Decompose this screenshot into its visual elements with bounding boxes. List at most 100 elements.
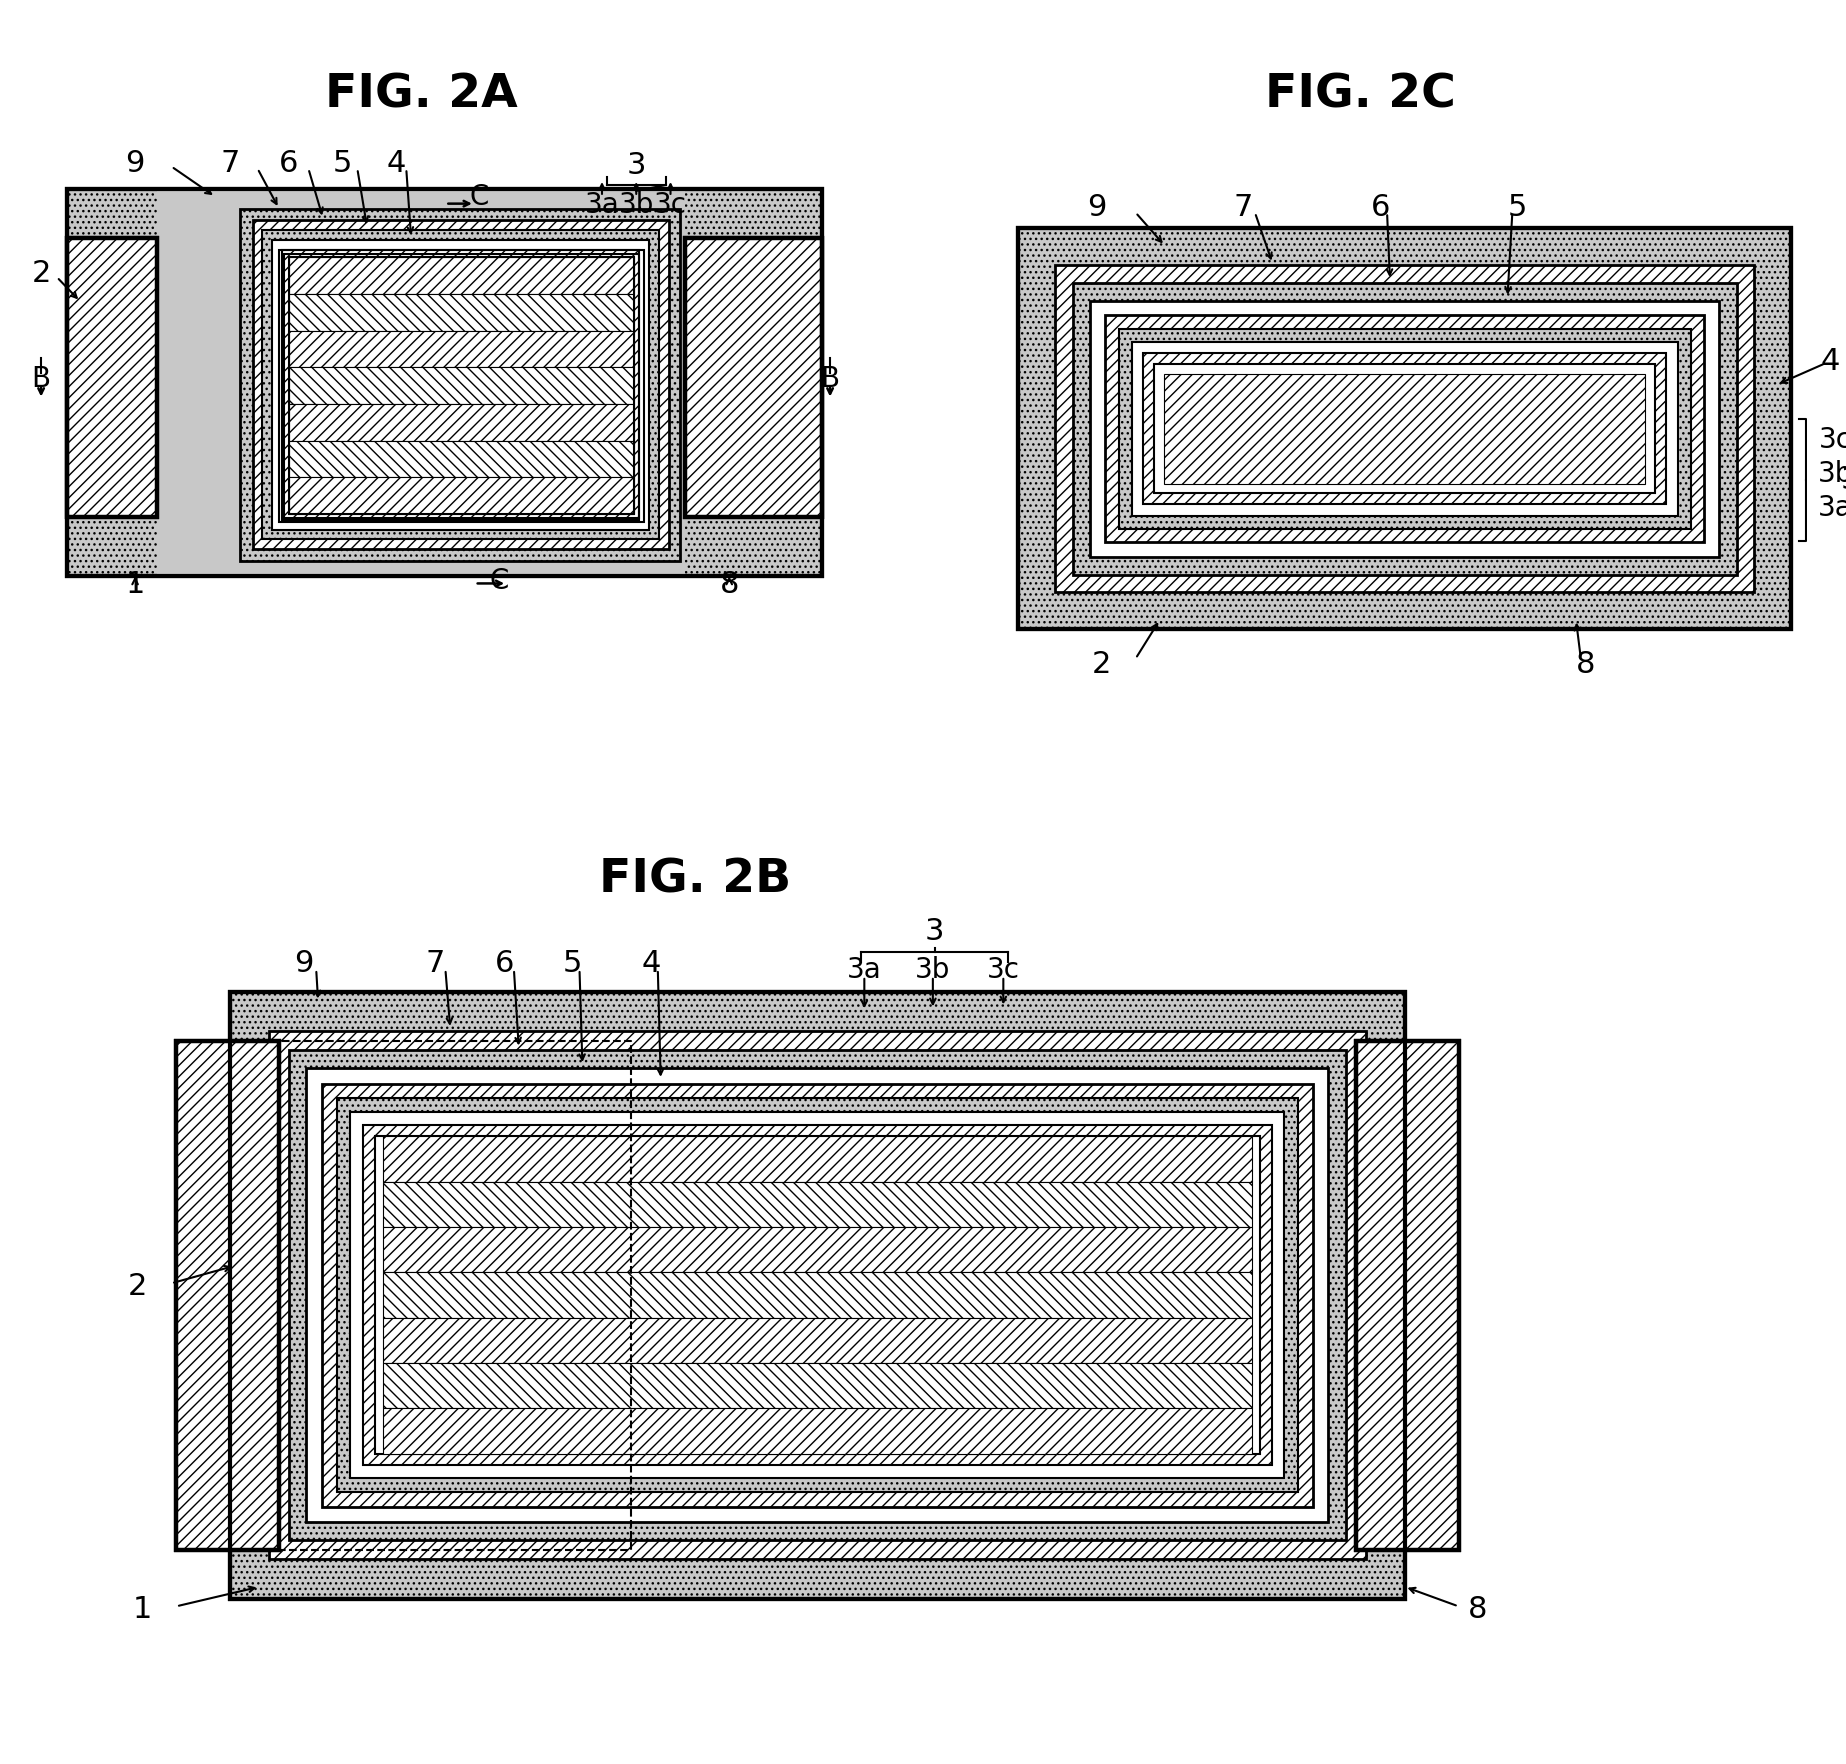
Bar [288, 295, 635, 332]
Text: 3c: 3c [988, 956, 1019, 984]
Bar [1355, 1041, 1458, 1551]
Bar [1355, 1041, 1458, 1551]
Text: 8: 8 [720, 570, 738, 598]
Text: 5: 5 [563, 949, 581, 977]
Bar [1143, 355, 1667, 505]
Text: 3c: 3c [1818, 425, 1846, 453]
Bar [382, 1228, 1252, 1272]
Text: 6: 6 [279, 148, 299, 178]
Text: 3b: 3b [916, 956, 951, 984]
Text: 5: 5 [1508, 192, 1527, 222]
Text: 3: 3 [1840, 466, 1846, 496]
Bar [351, 1113, 1285, 1478]
Text: 8: 8 [1468, 1595, 1488, 1623]
Bar [1119, 330, 1691, 529]
Bar [382, 1318, 1252, 1364]
Bar [306, 1069, 1329, 1522]
Bar [253, 220, 668, 550]
Text: 4: 4 [388, 148, 406, 178]
Bar [1154, 365, 1656, 494]
Text: 4: 4 [1820, 346, 1840, 376]
Text: C: C [471, 183, 489, 210]
Bar [157, 191, 240, 577]
Text: 5: 5 [332, 148, 353, 178]
Bar [1132, 342, 1678, 517]
Bar [382, 1182, 1252, 1228]
Bar [288, 1051, 1346, 1540]
Text: 3b: 3b [1818, 460, 1846, 487]
Bar [382, 1408, 1252, 1454]
Text: 7: 7 [1233, 192, 1253, 222]
Bar [288, 258, 635, 515]
Bar [66, 191, 821, 577]
Bar [288, 404, 635, 441]
Bar [336, 1099, 1298, 1492]
Bar [231, 991, 1405, 1598]
Bar [1017, 229, 1791, 630]
Bar [288, 332, 635, 369]
Text: 7: 7 [426, 949, 445, 977]
Text: C: C [489, 568, 509, 594]
Text: 9: 9 [294, 949, 314, 977]
Bar [1017, 229, 1791, 630]
Bar [262, 231, 659, 540]
Bar [231, 991, 1405, 1598]
Text: 3a: 3a [1818, 494, 1846, 522]
Bar [641, 191, 685, 577]
Text: 9: 9 [1087, 192, 1106, 222]
Text: 4: 4 [641, 949, 661, 977]
Text: 9: 9 [126, 148, 144, 178]
Text: 3b: 3b [618, 191, 653, 219]
Bar [66, 191, 821, 577]
Text: 6: 6 [1370, 192, 1390, 222]
Bar [271, 240, 650, 531]
Bar [1163, 374, 1645, 485]
Bar [321, 1085, 1313, 1506]
Text: 1: 1 [133, 1595, 151, 1623]
Bar [1073, 284, 1737, 575]
Bar [685, 238, 821, 517]
Bar [382, 1136, 1252, 1182]
Bar [1355, 1041, 1458, 1551]
Text: 2: 2 [31, 259, 52, 288]
Bar [175, 1041, 279, 1551]
Bar [279, 250, 644, 522]
Text: 3a: 3a [585, 191, 620, 219]
Bar [175, 1041, 279, 1551]
Bar [364, 1125, 1272, 1466]
Text: 2: 2 [127, 1272, 146, 1300]
Bar [157, 191, 685, 577]
Bar [288, 478, 635, 515]
Bar [288, 369, 635, 404]
Bar [382, 1272, 1252, 1318]
Bar [66, 238, 157, 517]
Bar [270, 1032, 1366, 1559]
Text: 6: 6 [495, 949, 513, 977]
Bar [1091, 302, 1719, 557]
Text: 7: 7 [220, 148, 240, 178]
Bar [288, 441, 635, 478]
Text: 8: 8 [1576, 649, 1595, 679]
Bar [282, 250, 639, 520]
Text: B: B [820, 365, 840, 393]
Bar [284, 254, 639, 519]
Bar [382, 1364, 1252, 1408]
Text: 3c: 3c [653, 191, 687, 219]
Text: 3a: 3a [847, 956, 882, 984]
Bar [685, 238, 821, 517]
Bar [685, 238, 821, 517]
Bar [288, 258, 635, 295]
Text: 1: 1 [126, 570, 144, 598]
Bar [375, 1136, 1259, 1454]
Text: FIG. 2A: FIG. 2A [325, 72, 517, 118]
Bar [1106, 316, 1704, 543]
Text: FIG. 2C: FIG. 2C [1265, 72, 1456, 118]
Bar [1056, 266, 1754, 593]
Text: B: B [31, 365, 50, 393]
Text: 2: 2 [1091, 649, 1111, 679]
Bar [66, 238, 157, 517]
Bar [66, 238, 157, 517]
Text: 3: 3 [626, 152, 646, 180]
Text: FIG. 2B: FIG. 2B [598, 857, 792, 901]
Bar [175, 1041, 279, 1551]
